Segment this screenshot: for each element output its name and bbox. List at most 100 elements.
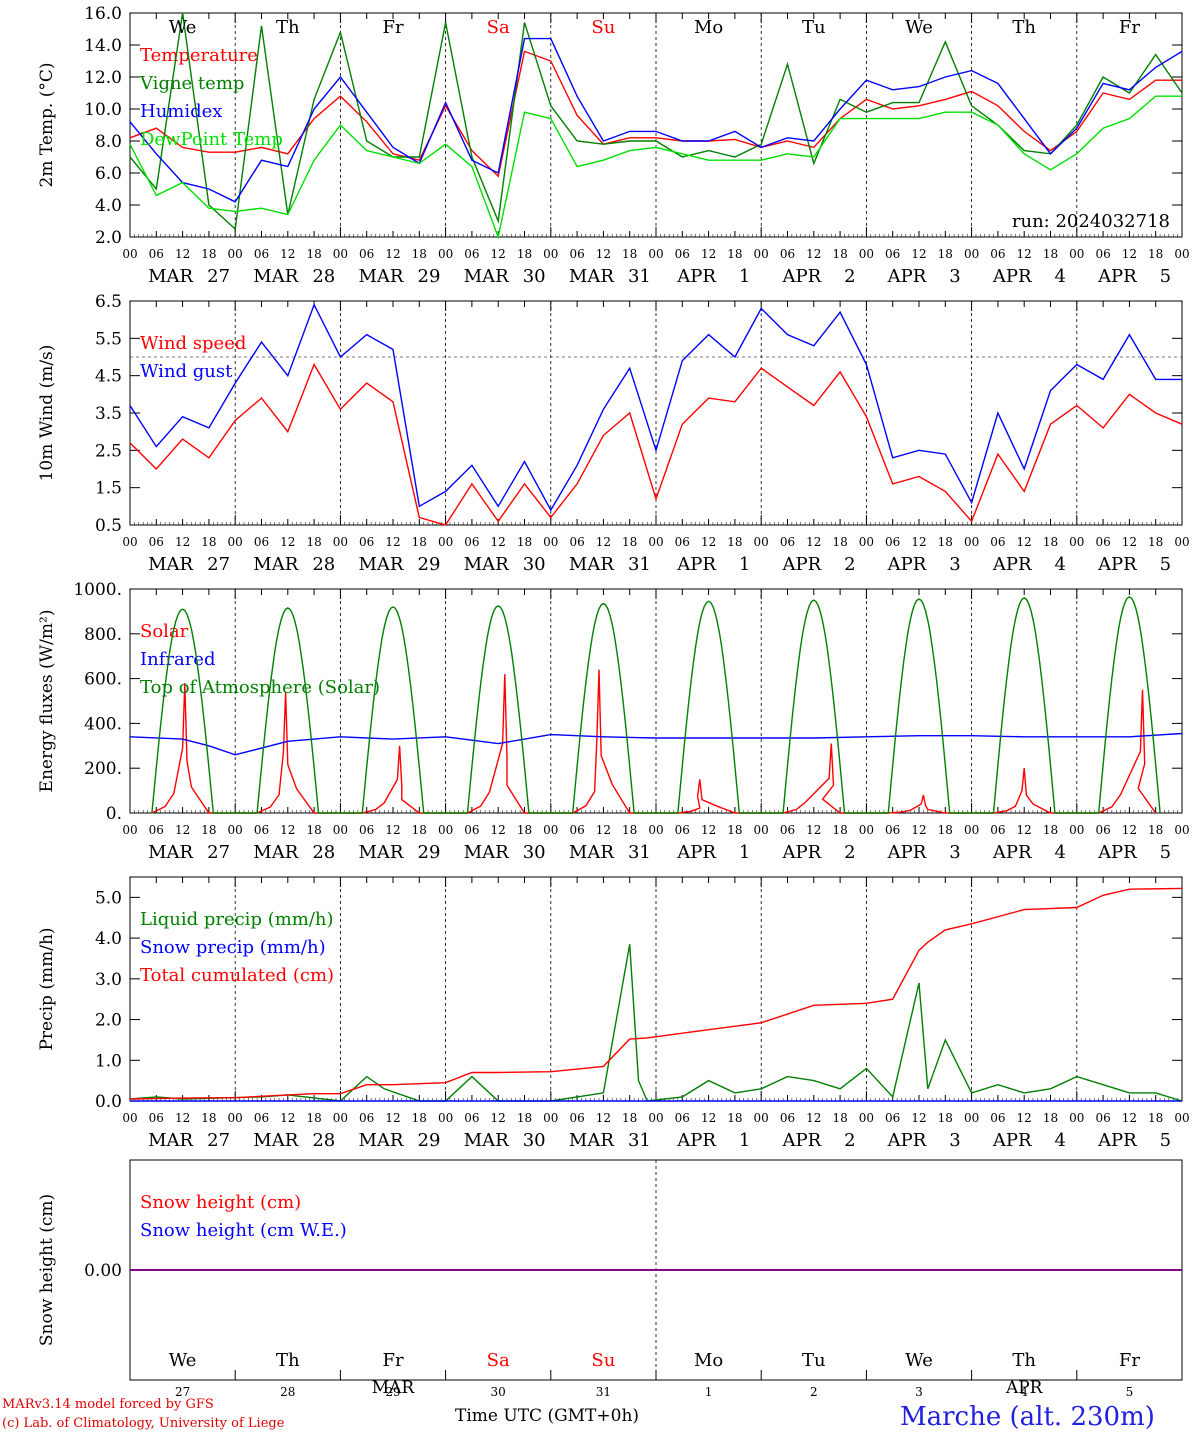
date-month-label: MAR [359, 1130, 404, 1151]
date-day-label: 27 [207, 554, 230, 575]
date-month-label: APR [992, 554, 1032, 575]
hour-tick-label: 00 [1174, 535, 1189, 549]
hour-tick-label: 12 [385, 823, 400, 837]
hour-tick-label: 12 [806, 535, 821, 549]
hour-tick-label: 18 [1043, 247, 1058, 261]
date-month-label: MAR [148, 842, 193, 863]
series-line-wind-gust [129, 302, 1182, 512]
y-tick-label: 6.5 [95, 292, 122, 312]
hour-tick-label: 12 [1017, 247, 1032, 261]
hour-tick-label: 12 [911, 247, 926, 261]
hour-tick-label: 18 [727, 247, 742, 261]
hour-tick-label: 12 [806, 1111, 821, 1125]
hour-tick-label: 06 [464, 535, 479, 549]
hour-tick-label: 06 [885, 823, 900, 837]
hour-tick-label: 00 [1069, 247, 1084, 261]
hour-tick-label: 06 [885, 535, 900, 549]
date-month-label: APR [676, 266, 716, 287]
hour-tick-label: 06 [254, 1111, 269, 1125]
date-day-label: 5 [1160, 1130, 1171, 1151]
plot-frame [129, 588, 1183, 814]
day-letter: Th [276, 17, 300, 38]
hour-tick-label: 12 [701, 535, 716, 549]
date-day-label: 27 [207, 1130, 230, 1151]
hour-tick-label: 06 [569, 1111, 584, 1125]
day-letter: We [905, 17, 933, 38]
hour-tick-label: 06 [359, 1111, 374, 1125]
day-letter: Fr [1119, 1350, 1140, 1371]
legend-entry: Humidex [140, 101, 222, 122]
hour-tick-label: 06 [464, 247, 479, 261]
legend-entry: Snow height (cm) [140, 1192, 301, 1213]
hour-tick-label: 12 [596, 535, 611, 549]
y-tick-label: 200. [84, 759, 122, 779]
run-annotation: run: 2024032718 [1012, 211, 1170, 232]
hour-tick-label: 06 [359, 247, 374, 261]
hour-tick-label: 06 [1095, 1111, 1110, 1125]
date-day-label: 4 [1054, 842, 1065, 863]
hour-tick-label: 18 [938, 247, 953, 261]
date-day-label: 31 [628, 1130, 651, 1151]
y-tick-label: 0. [106, 804, 122, 824]
hour-tick-label: 06 [780, 823, 795, 837]
hour-tick-label: 06 [254, 823, 269, 837]
hour-tick-label: 12 [175, 1111, 190, 1125]
hour-tick-label: 18 [1148, 247, 1163, 261]
hour-tick-label: 18 [622, 535, 637, 549]
y-tick-label: 0.00 [84, 1261, 122, 1281]
hour-tick-label: 12 [596, 247, 611, 261]
hour-tick-label: 00 [333, 823, 348, 837]
date-month-label: MAR [464, 1130, 509, 1151]
date-month-label: MAR [359, 842, 404, 863]
date-month-label: APR [992, 266, 1032, 287]
hour-tick-label: 06 [359, 535, 374, 549]
hour-tick-label: 12 [175, 247, 190, 261]
hour-tick-label: 00 [122, 247, 137, 261]
series-line-humidex [129, 37, 1183, 203]
date-day-label: 28 [312, 266, 335, 287]
hour-tick-label: 00 [964, 535, 979, 549]
date-month-label: MAR [148, 1130, 193, 1151]
hour-tick-label: 12 [385, 247, 400, 261]
date-day-label: 31 [628, 266, 651, 287]
date-day-label: 3 [949, 842, 960, 863]
hour-tick-label: 18 [306, 1111, 321, 1125]
hour-tick-label: 06 [254, 535, 269, 549]
y-axis-label: 2m Temp. (°C) [37, 62, 57, 187]
hour-tick-label: 00 [543, 247, 558, 261]
y-tick-label: 0.5 [95, 516, 122, 536]
y-tick-label: 6.0 [95, 164, 122, 184]
day-letter: Fr [382, 17, 403, 38]
y-tick-label: 8.0 [95, 132, 122, 152]
date-day-label: 1 [739, 842, 750, 863]
meteogram-figure: 00 06 12 18 00 06 12 18 00 06 12 18 00 06 12 18 00 06 12 18… [37, 4, 1190, 1396]
hour-tick-label: 06 [885, 1111, 900, 1125]
y-axis-label: Precip (mm/h) [37, 927, 57, 1050]
hour-tick-label: 06 [1095, 247, 1110, 261]
hour-tick-label: 06 [885, 247, 900, 261]
date-month-label: MAR [148, 266, 193, 287]
hour-tick-label: 18 [517, 1111, 532, 1125]
date-day-label: 1 [739, 554, 750, 575]
y-tick-label: 5.5 [95, 329, 122, 349]
y-tick-label: 400. [84, 714, 122, 734]
date-day-label: 3 [949, 266, 960, 287]
series-line-infrared [129, 732, 1183, 756]
y-tick-label: 1000. [73, 580, 122, 600]
hour-tick-label: 18 [938, 535, 953, 549]
hour-tick-label: 12 [596, 823, 611, 837]
date-month-label: MAR [359, 266, 404, 287]
hour-tick-label: 00 [1174, 1111, 1189, 1125]
day-letter: Fr [1119, 17, 1140, 38]
hour-tick-label: 00 [438, 1111, 453, 1125]
hour-tick-label: 00 [543, 823, 558, 837]
hour-tick-label: 00 [228, 247, 243, 261]
hour-tick-label: 06 [359, 823, 374, 837]
date-day-label: 28 [312, 1130, 335, 1151]
hour-tick-label: 12 [1017, 535, 1032, 549]
date-day-label: 2 [844, 842, 855, 863]
bottom-day-number: 28 [280, 1385, 295, 1396]
y-tick-label: 1.5 [95, 479, 122, 499]
day-letter: Tu [802, 17, 826, 38]
hour-tick-label: 00 [1069, 823, 1084, 837]
